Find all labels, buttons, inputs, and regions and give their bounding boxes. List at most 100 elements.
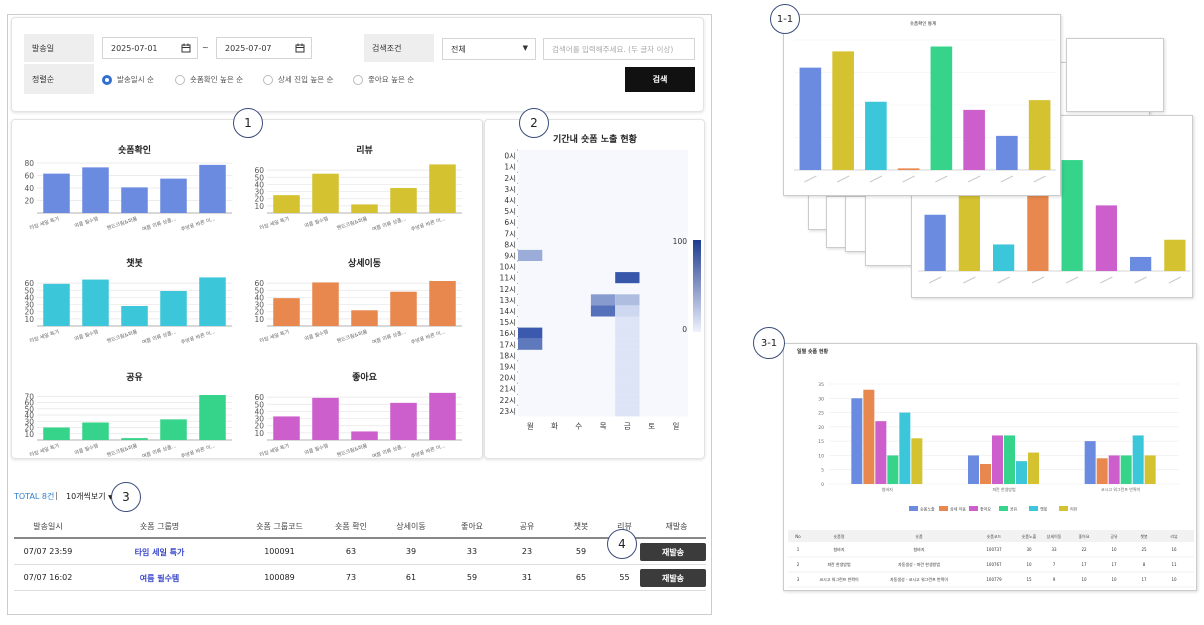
legend-swatch [909, 506, 918, 511]
table-cell: 63 [345, 547, 357, 556]
search-input[interactable]: 검색어를 입력해주세요. (두 글자 이상) [543, 38, 695, 60]
bar [82, 167, 109, 213]
chart-title: 공유 [126, 372, 143, 383]
x-tick-label-blur [1033, 175, 1046, 183]
table-cell: 100767 [986, 562, 1002, 567]
table-cell: 23 [521, 547, 533, 556]
sort-radio-like[interactable]: 좋아요 높은 순 [353, 74, 414, 85]
column-header: 리뷰 [617, 522, 632, 531]
x-tick-label: 여름 필수템 [74, 215, 100, 229]
x-tick-label: 여름 필수템 [304, 328, 330, 342]
callout-2: 2 [519, 108, 549, 138]
bar [1016, 461, 1027, 484]
radio-label: 상세 진입 높은 순 [278, 75, 334, 84]
hour-label: 19시 [500, 362, 516, 371]
y-tick-label: 35 [818, 382, 824, 388]
column-header: 좋아요 [460, 522, 484, 531]
bar [43, 283, 70, 326]
bar [1108, 455, 1120, 484]
y-tick-label: 25 [818, 411, 824, 417]
resend-button[interactable]: 재발송 [640, 569, 706, 587]
search-button[interactable]: 검색 [625, 67, 695, 92]
sort-radio-date[interactable]: 발송일시 순 [102, 74, 154, 85]
table-cell: 39 [405, 547, 417, 556]
y-tick-label: 30 [254, 301, 264, 310]
heatmap-title: 기간내 숏폼 노출 현황 [553, 133, 638, 145]
date-from-input[interactable]: 2025-07-01 [102, 37, 198, 59]
y-tick-label: 40 [24, 184, 34, 193]
chart-title: 상세이동 [348, 257, 381, 269]
calendar-icon[interactable] [181, 43, 191, 53]
bar [43, 427, 70, 440]
scale-min-label: 0 [682, 325, 687, 334]
bar [1028, 100, 1051, 170]
bar [992, 435, 1003, 484]
table-cell: 첨바지 [913, 546, 924, 552]
table-cell: 33 [466, 547, 478, 556]
y-tick-label: 20 [24, 424, 34, 433]
calendar-icon[interactable] [295, 43, 305, 53]
column-header: 발송일시 [33, 522, 63, 531]
chart-title: 리뷰 [356, 144, 373, 156]
heatmap-cell [615, 305, 640, 317]
sort-radio-view[interactable]: 숏폼확인 높은 순 [175, 74, 243, 85]
y-tick-label: 70 [24, 392, 34, 401]
bar [160, 178, 187, 213]
resend-button[interactable]: 재발송 [640, 543, 706, 561]
bar [1120, 455, 1132, 484]
bar [273, 416, 300, 440]
heatmap-cell [615, 372, 640, 384]
search-cond-select[interactable]: 전체 ▼ [442, 38, 536, 60]
heatmap-cell [615, 294, 640, 306]
chart-title: 숏폼확인 [118, 144, 151, 156]
table-cell: 9 [1053, 577, 1056, 582]
bar [899, 412, 911, 484]
date-to-input[interactable]: 2025-07-07 [216, 37, 312, 59]
y-tick-label: 40 [24, 293, 34, 302]
day-label: 목 [600, 421, 607, 430]
x-tick-label: 파란 한생방법 [992, 486, 1016, 492]
x-tick-label-blur [928, 276, 942, 284]
heatmap-cell [590, 294, 616, 306]
bar [351, 204, 378, 213]
x-tick-label: 주방용 바른 이... [180, 328, 216, 346]
x-tick-label: 타임 세일 특가 [29, 215, 61, 231]
table-cell: 100089 [264, 573, 295, 582]
x-tick-label: 핸드크림&퍼퓸 [336, 328, 369, 345]
column-header: 챗봇 [1140, 533, 1148, 539]
bar [1096, 458, 1108, 484]
day-label: 일 [672, 421, 679, 430]
group-name-link[interactable]: 타임 세일 특가 [134, 548, 185, 557]
y-tick-label: 80 [24, 159, 34, 168]
hour-label: 16시 [500, 329, 516, 338]
heatmap-card: 기간내 숏폼 노출 현황 0시 1시 2시 3시 4시 5시 6시 7시 8시 9시 10시 11시 12… [484, 119, 705, 459]
table-cell: 07/07 23:59 [23, 547, 73, 556]
bar [121, 306, 148, 326]
bar [121, 187, 148, 213]
callout-4: 4 [607, 529, 637, 559]
sort-radio-detail[interactable]: 상세 진입 높은 순 [263, 74, 333, 85]
x-tick-label: 주방용 바른 이... [410, 442, 446, 460]
table-cell: 파란 한생방법 [827, 561, 851, 567]
main-panel: 발송일 2025-07-01 ~ 2025-07-07 정렬순 발송일시 순 숏… [7, 14, 712, 615]
heatmap-cell [615, 405, 640, 417]
heatmap-cell [518, 327, 543, 339]
scale-max-label: 100 [673, 237, 688, 246]
x-tick-label-blur [902, 175, 915, 183]
x-tick-label: 여름 의류 상품... [371, 328, 407, 346]
per-page-select[interactable]: 10개씩보기 ▼ [66, 491, 113, 502]
y-tick-label: 60 [24, 279, 34, 288]
legend-label: 숏폼노출 [920, 506, 935, 512]
popup-3-1-title: 일별 숏폼 현황 [797, 349, 829, 355]
send-date-label: 발송일 [24, 34, 94, 62]
group-name-link[interactable]: 여름 필수템 [139, 574, 180, 583]
y-tick-label: 40 [254, 407, 264, 416]
table-cell: 07/07 16:02 [23, 573, 73, 582]
table-cell: 17 [1081, 562, 1087, 567]
column-header: 재발송 [665, 522, 688, 531]
legend-swatch [1029, 506, 1038, 511]
y-tick-label: 50 [254, 173, 264, 182]
chart-title: 챗봇 [126, 257, 143, 269]
